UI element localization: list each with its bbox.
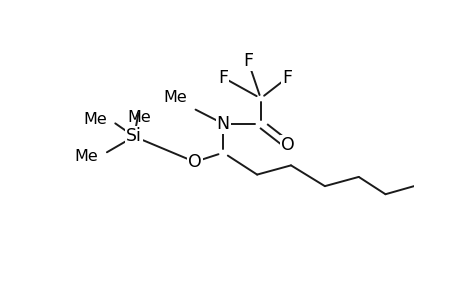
- Text: F: F: [282, 69, 292, 87]
- Text: Si: Si: [126, 128, 142, 146]
- Text: O: O: [187, 153, 201, 171]
- Text: O: O: [280, 136, 294, 154]
- Text: Me: Me: [127, 110, 151, 125]
- Text: Me: Me: [163, 90, 187, 105]
- Text: F: F: [243, 52, 252, 70]
- Text: Me: Me: [74, 148, 98, 164]
- Text: F: F: [218, 69, 228, 87]
- Text: N: N: [216, 115, 230, 133]
- Text: Me: Me: [84, 112, 107, 127]
